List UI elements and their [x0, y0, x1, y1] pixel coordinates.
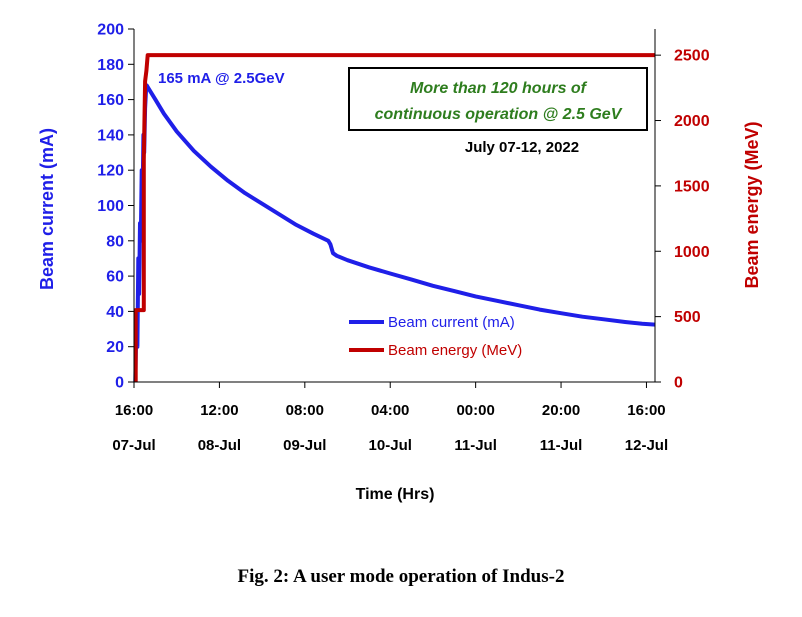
y-right-tick-label: 0 [674, 375, 683, 392]
figure-caption: Fig. 2: A user mode operation of Indus-2 [237, 566, 565, 587]
y-left-tick-label: 160 [97, 92, 124, 109]
x-tick-label-time: 08:00 [286, 402, 324, 419]
date-range-annotation: July 07-12, 2022 [465, 139, 579, 156]
x-tick-label-date: 11-Jul [540, 437, 583, 454]
x-tick-label-time: 12:00 [200, 402, 238, 419]
x-tick-label-time: 16:00 [627, 402, 665, 419]
y-left-tick-label: 60 [106, 269, 124, 286]
y-right-tick-label: 2500 [674, 48, 710, 65]
annotation-box [348, 67, 648, 131]
x-tick-label-time: 16:00 [115, 402, 153, 419]
legend-label-current: Beam current (mA) [388, 314, 515, 331]
y-left-tick-label: 140 [97, 127, 124, 144]
y-right-tick-label: 1000 [674, 244, 710, 261]
x-tick-label-time: 00:00 [456, 402, 494, 419]
legend: Beam current (mA) Beam energy (MeV) [349, 314, 522, 359]
x-axis-label: Time (Hrs) [356, 486, 435, 503]
x-tick-label-date: 09-Jul [283, 437, 326, 454]
annotation-box-line1: More than 120 hours of [410, 80, 588, 97]
x-tick-label-time: 04:00 [371, 402, 409, 419]
x-tick-label-date: 11-Jul [454, 437, 497, 454]
y-right-tick-label: 2000 [674, 113, 710, 130]
y-left-tick-label: 40 [106, 304, 124, 321]
x-tick-label-date: 10-Jul [369, 437, 412, 454]
y-left-tick-label: 120 [97, 163, 124, 180]
y-left-tick-label: 180 [97, 57, 124, 74]
y-left-tick-label: 80 [106, 233, 124, 250]
y-left-tick-label: 200 [97, 22, 124, 39]
y-left-tick-label: 100 [97, 198, 124, 215]
y-left-tick-label: 20 [106, 339, 124, 356]
y-axis-right-label: Beam energy (MeV) [742, 121, 762, 288]
y-left-tick-label: 0 [115, 375, 124, 392]
y-axis-left-label: Beam current (mA) [37, 128, 57, 290]
x-tick-label-date: 08-Jul [198, 437, 241, 454]
y-right-tick-label: 500 [674, 309, 701, 326]
x-tick-label-time: 20:00 [542, 402, 580, 419]
beam-energy-line [133, 53, 655, 382]
x-tick-label-date: 07-Jul [112, 437, 155, 454]
annotation-box-line2: continuous operation @ 2.5 GeV [375, 106, 623, 123]
x-tick-label-date: 12-Jul [625, 437, 668, 454]
y-right-tick-label: 1500 [674, 178, 710, 195]
peak-annotation: 165 mA @ 2.5GeV [158, 70, 285, 87]
legend-label-energy: Beam energy (MeV) [388, 342, 522, 359]
